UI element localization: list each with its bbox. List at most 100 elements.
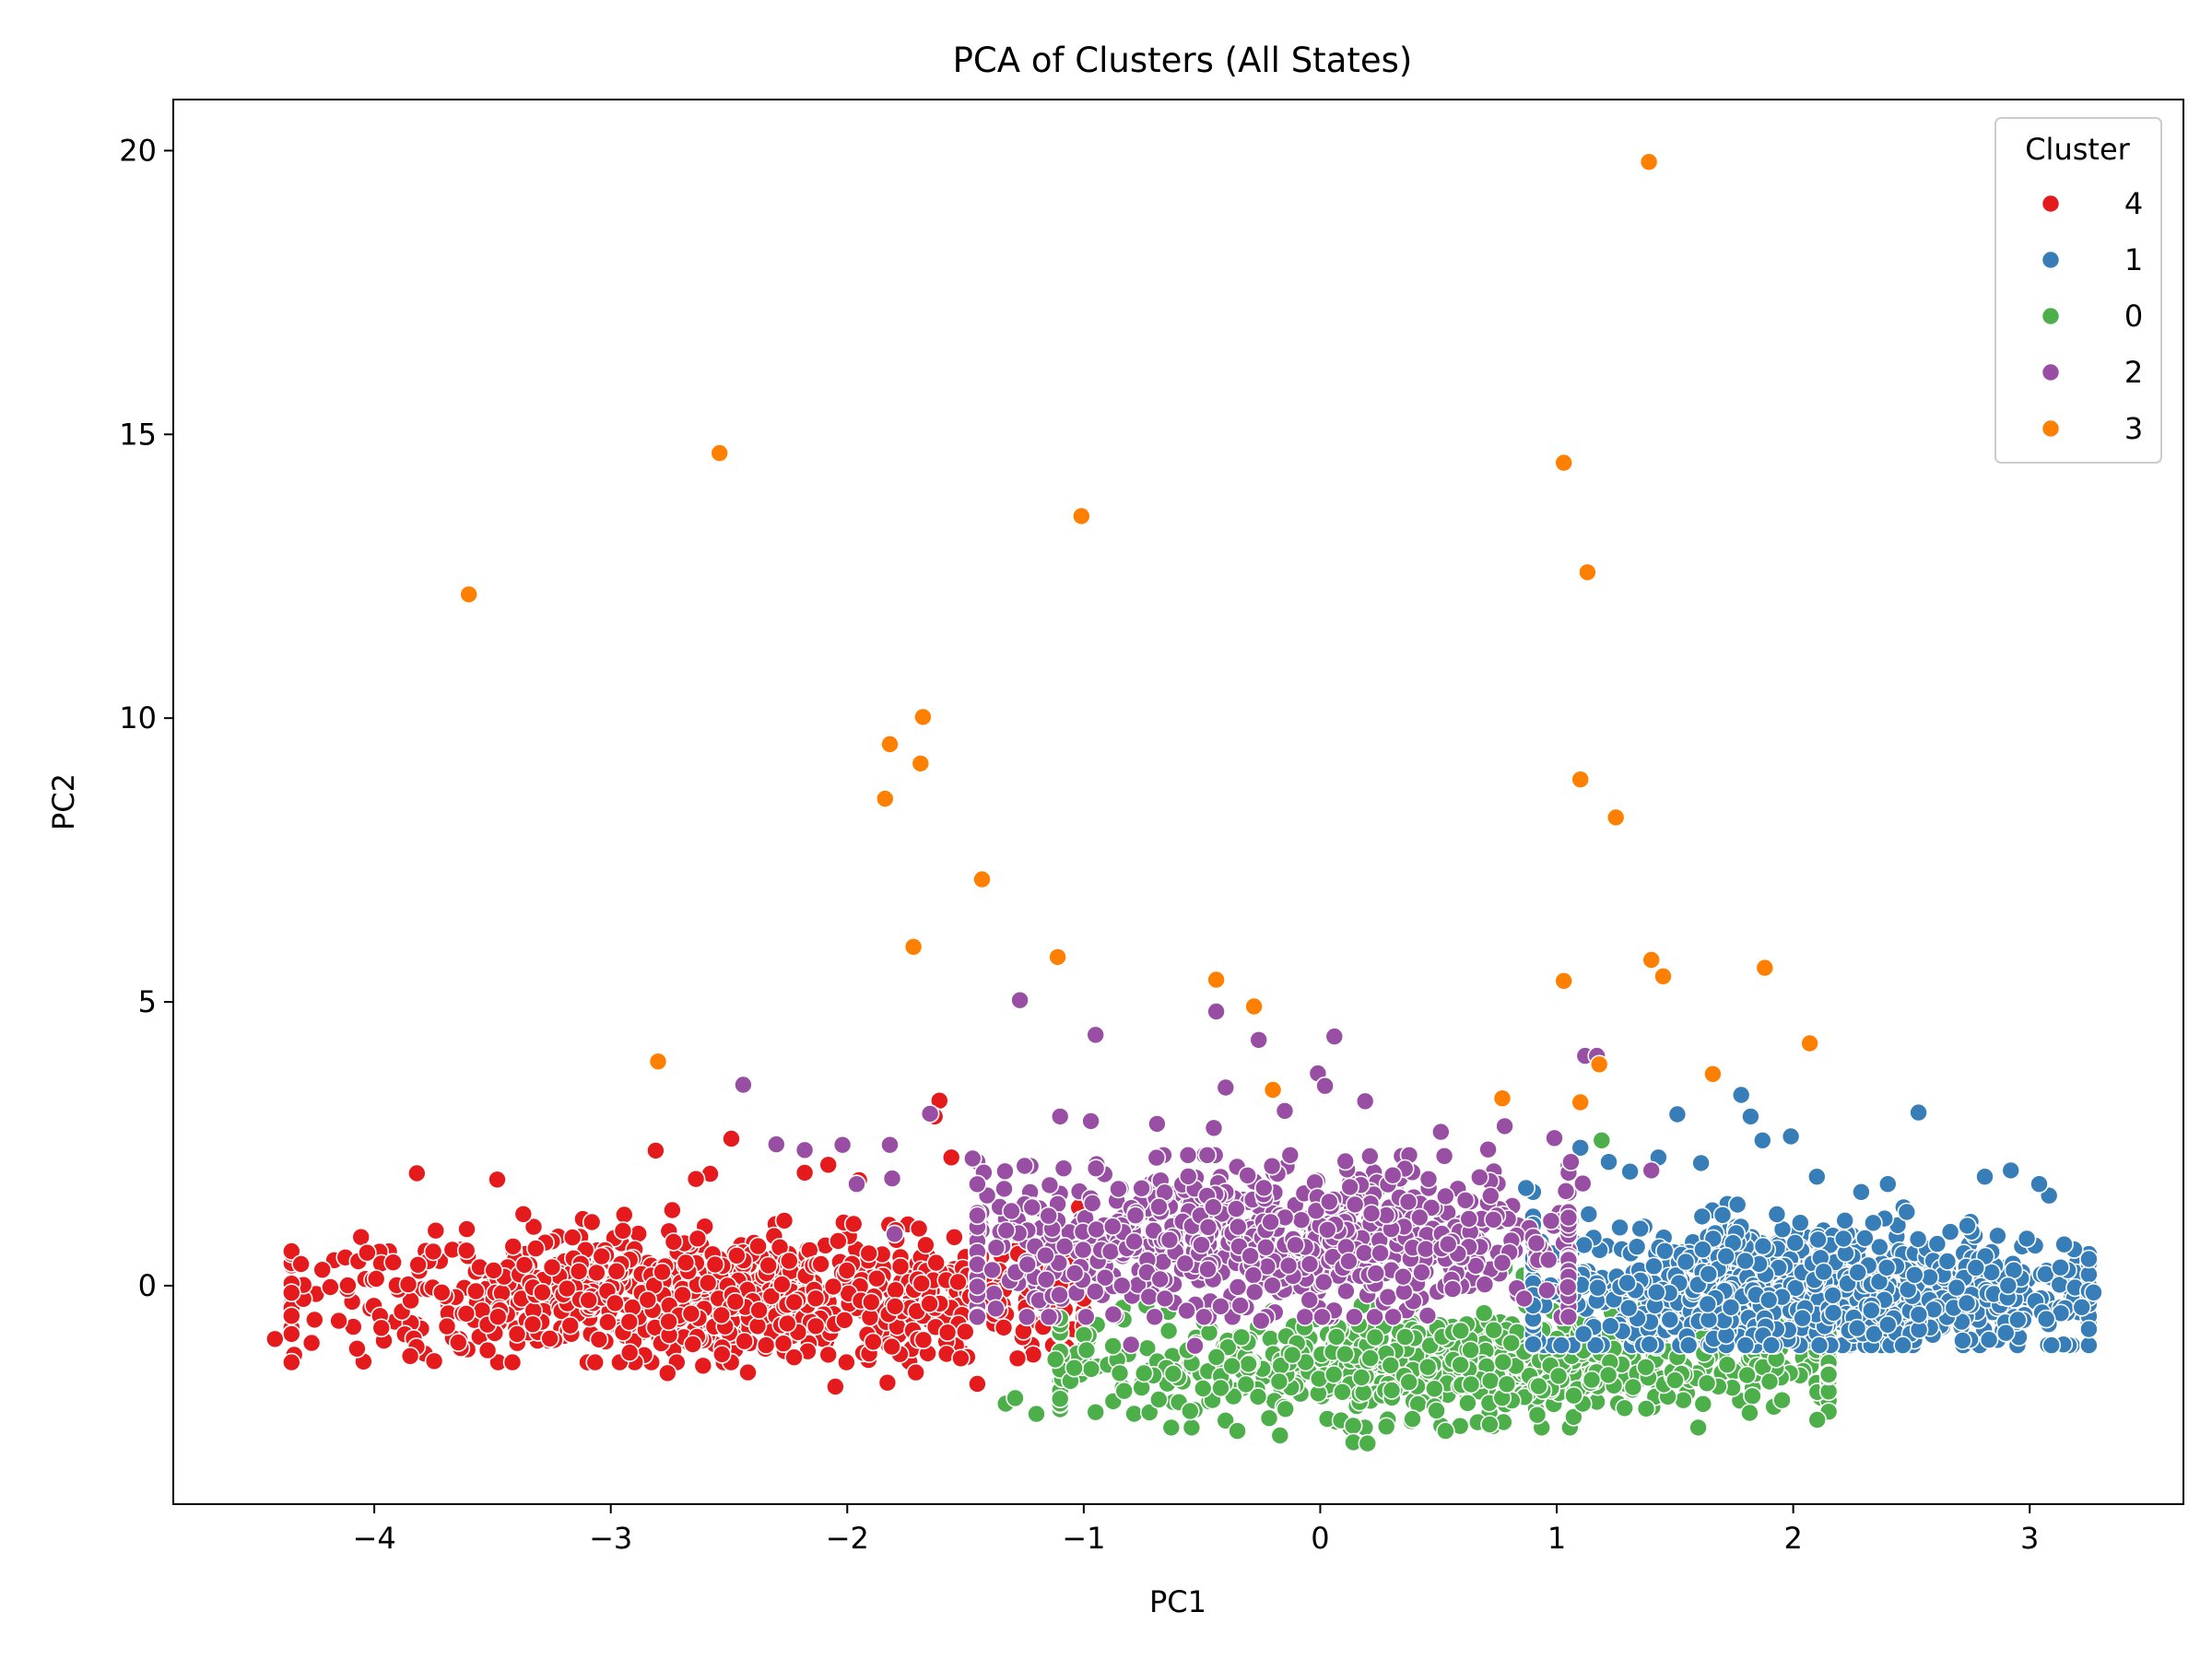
data-point xyxy=(1998,1276,2018,1296)
data-point xyxy=(1833,1229,1853,1249)
data-point xyxy=(1451,1355,1470,1375)
data-point xyxy=(1161,1418,1182,1438)
data-point xyxy=(972,869,992,889)
data-point xyxy=(1270,1426,1290,1445)
data-point xyxy=(1261,1329,1280,1348)
data-point xyxy=(982,1260,1002,1280)
data-point xyxy=(1759,1290,1779,1310)
data-point xyxy=(1416,1239,1436,1259)
x-axis-label: PC1 xyxy=(1149,1584,1206,1619)
data-point xyxy=(890,1256,911,1277)
data-point xyxy=(941,1147,961,1168)
data-point xyxy=(560,1315,581,1335)
legend-label: 0 xyxy=(2124,299,2143,334)
data-point xyxy=(502,1352,523,1372)
data-point xyxy=(1159,1230,1180,1250)
data-point xyxy=(784,1347,804,1367)
data-point xyxy=(1280,1146,1300,1165)
data-point xyxy=(1864,1213,1883,1233)
data-point xyxy=(1053,1159,1074,1178)
data-point xyxy=(281,1241,301,1261)
data-point xyxy=(1461,1340,1480,1360)
data-point xyxy=(1125,1206,1146,1225)
data-point xyxy=(1206,1002,1226,1021)
data-point xyxy=(772,1275,792,1294)
data-point xyxy=(1211,1297,1230,1316)
data-point xyxy=(1564,1407,1583,1427)
data-point xyxy=(1905,1265,1924,1285)
data-point xyxy=(1229,1217,1248,1237)
data-point xyxy=(1556,1182,1576,1201)
data-point xyxy=(1865,1324,1884,1344)
data-point xyxy=(1781,1126,1801,1147)
data-point xyxy=(1461,1374,1481,1394)
data-point xyxy=(885,1224,904,1244)
data-point xyxy=(1300,1254,1320,1274)
data-point xyxy=(1418,1357,1438,1377)
data-point xyxy=(1132,1179,1151,1198)
data-point xyxy=(1109,1179,1128,1199)
data-point xyxy=(1953,1331,1972,1350)
data-point xyxy=(1366,1264,1386,1283)
x-tick-label: 0 xyxy=(1311,1521,1329,1556)
data-point xyxy=(1371,1243,1390,1263)
data-point xyxy=(1655,1241,1675,1261)
data-point xyxy=(587,1263,606,1283)
data-point xyxy=(1458,1394,1477,1413)
data-point xyxy=(1343,1416,1363,1436)
data-point xyxy=(725,1292,746,1312)
data-point xyxy=(456,1304,477,1324)
data-point xyxy=(1451,1321,1471,1341)
data-point xyxy=(423,1241,443,1262)
data-point xyxy=(398,1275,418,1294)
data-point xyxy=(338,1276,358,1295)
data-point xyxy=(1823,1303,1843,1323)
data-point xyxy=(1282,1345,1302,1365)
data-point xyxy=(1248,1387,1268,1406)
data-point xyxy=(1087,1219,1106,1240)
data-point xyxy=(1114,1381,1134,1401)
data-point xyxy=(1585,1335,1606,1355)
data-point xyxy=(1262,1156,1282,1176)
data-point xyxy=(1703,1065,1723,1084)
data-point xyxy=(1524,1335,1543,1354)
data-point xyxy=(1800,1033,1819,1053)
data-point xyxy=(1908,1230,1928,1249)
data-point xyxy=(1382,1165,1403,1185)
data-point xyxy=(1022,1197,1041,1218)
data-point xyxy=(513,1205,534,1224)
data-point xyxy=(885,1297,905,1316)
data-point xyxy=(937,1323,958,1342)
data-point xyxy=(1893,1335,1912,1355)
data-point xyxy=(1159,1321,1179,1341)
data-point xyxy=(1909,1102,1928,1123)
data-point xyxy=(1050,1285,1069,1305)
data-point xyxy=(1315,1076,1335,1096)
data-point xyxy=(1216,1077,1236,1098)
data-point xyxy=(1495,1116,1514,1136)
data-point xyxy=(659,1312,678,1332)
data-point xyxy=(1721,1298,1741,1317)
data-point xyxy=(1045,1349,1065,1370)
data-point xyxy=(1470,1168,1489,1187)
data-point xyxy=(1360,1147,1380,1166)
data-point xyxy=(1767,1205,1787,1224)
data-point xyxy=(1647,1282,1666,1302)
data-point xyxy=(1559,1207,1579,1228)
data-point xyxy=(1112,1276,1132,1296)
legend-entry-4: 4 xyxy=(2041,186,2143,221)
data-point xyxy=(837,1261,857,1280)
data-point xyxy=(1601,1316,1620,1335)
legend-label: 1 xyxy=(2124,242,2143,277)
data-point xyxy=(2079,1249,2099,1269)
data-point xyxy=(1286,1235,1305,1255)
data-point xyxy=(734,1075,753,1095)
data-point xyxy=(1403,1409,1422,1429)
data-point xyxy=(1639,152,1659,171)
data-point xyxy=(794,1163,815,1182)
data-point xyxy=(488,1170,507,1190)
data-point xyxy=(1599,1152,1618,1171)
data-point xyxy=(956,1322,975,1342)
data-point xyxy=(875,789,895,808)
data-point xyxy=(281,1306,301,1325)
